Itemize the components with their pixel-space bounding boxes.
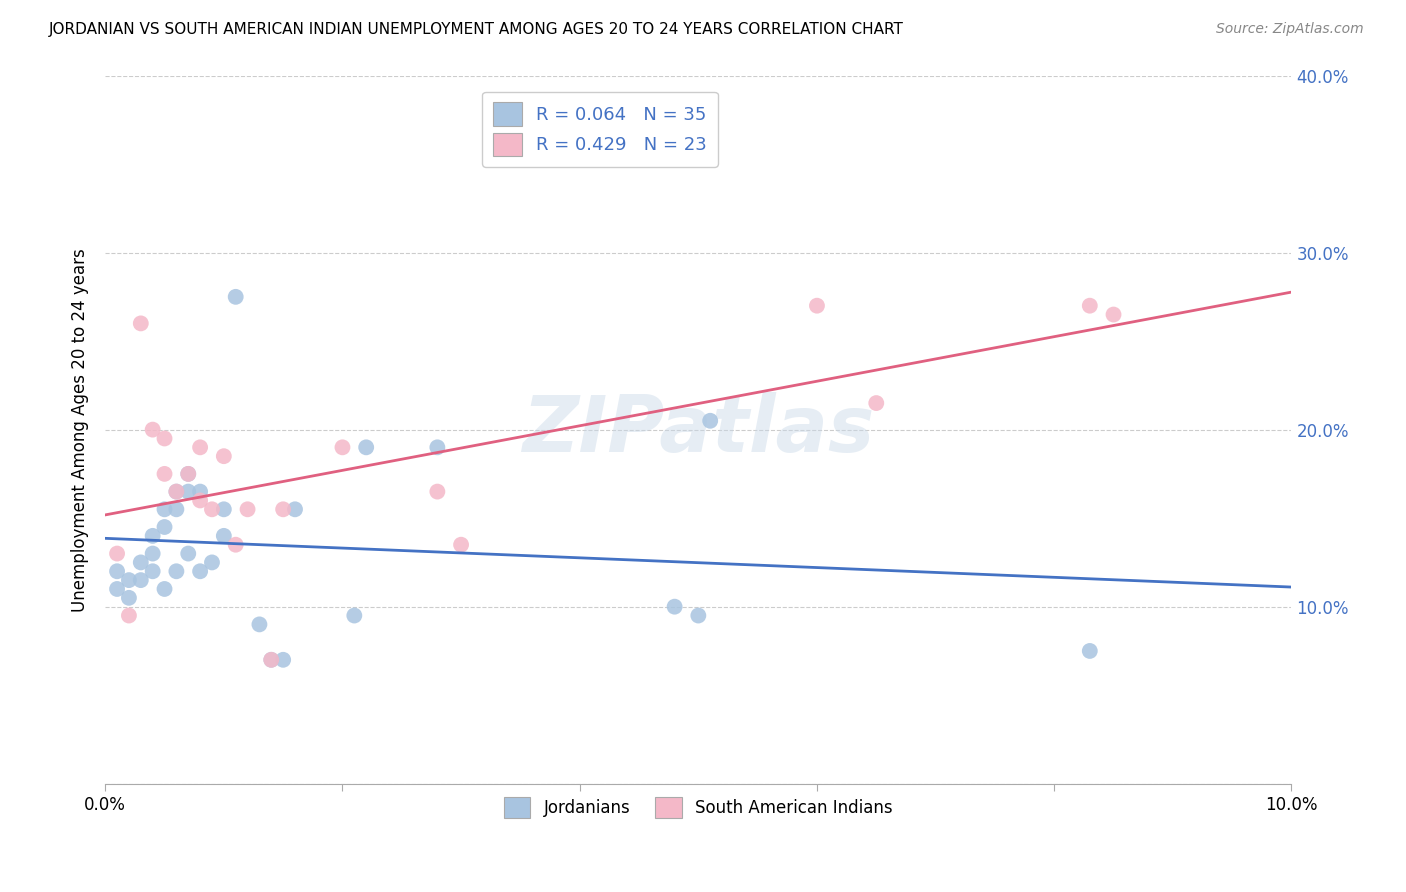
Point (129, 556, 152, 570)
Y-axis label: Unemployment Among Ages 20 to 24 years: Unemployment Among Ages 20 to 24 years (72, 248, 89, 612)
Point (105, 547, 128, 561)
Point (212, 529, 235, 543)
Point (118, 608, 141, 623)
Point (1078, 299, 1101, 313)
Point (153, 582, 176, 596)
Point (426, 484, 449, 499)
Point (177, 547, 200, 561)
Point (271, 502, 294, 516)
Point (105, 564, 128, 578)
Point (153, 502, 176, 516)
Point (188, 564, 211, 578)
Point (201, 502, 224, 516)
Point (118, 591, 141, 605)
Point (865, 396, 887, 410)
Point (165, 484, 187, 499)
Point (129, 573, 152, 587)
Point (225, 538, 247, 552)
Point (212, 502, 235, 516)
Point (426, 440, 449, 454)
Point (450, 538, 472, 552)
Point (1102, 308, 1125, 322)
Point (129, 317, 152, 331)
Point (236, 502, 259, 516)
Point (188, 440, 211, 454)
Point (664, 599, 686, 614)
Point (201, 556, 224, 570)
Text: ZIPatlas: ZIPatlas (522, 392, 875, 467)
Point (249, 617, 271, 632)
Point (105, 582, 128, 596)
Point (118, 573, 141, 587)
Point (343, 608, 366, 623)
Point (1078, 644, 1101, 658)
Text: Source: ZipAtlas.com: Source: ZipAtlas.com (1216, 22, 1364, 37)
Point (177, 484, 200, 499)
Point (188, 484, 211, 499)
Point (699, 414, 721, 428)
Point (212, 449, 235, 463)
Point (142, 564, 165, 578)
Point (153, 520, 176, 534)
Point (332, 440, 354, 454)
Point (177, 467, 200, 481)
Point (177, 467, 200, 481)
Point (153, 467, 176, 481)
Point (225, 290, 247, 304)
Point (142, 423, 165, 437)
Legend: Jordanians, South American Indians: Jordanians, South American Indians (496, 790, 900, 825)
Point (165, 502, 187, 516)
Point (284, 502, 307, 516)
Point (165, 484, 187, 499)
Point (806, 299, 828, 313)
Point (260, 653, 283, 667)
Point (142, 529, 165, 543)
Point (271, 653, 294, 667)
Point (188, 493, 211, 508)
Point (688, 608, 710, 623)
Point (142, 547, 165, 561)
Point (153, 432, 176, 446)
Point (165, 564, 187, 578)
Point (260, 653, 283, 667)
Point (354, 440, 377, 454)
Text: JORDANIAN VS SOUTH AMERICAN INDIAN UNEMPLOYMENT AMONG AGES 20 TO 24 YEARS CORREL: JORDANIAN VS SOUTH AMERICAN INDIAN UNEMP… (49, 22, 904, 37)
